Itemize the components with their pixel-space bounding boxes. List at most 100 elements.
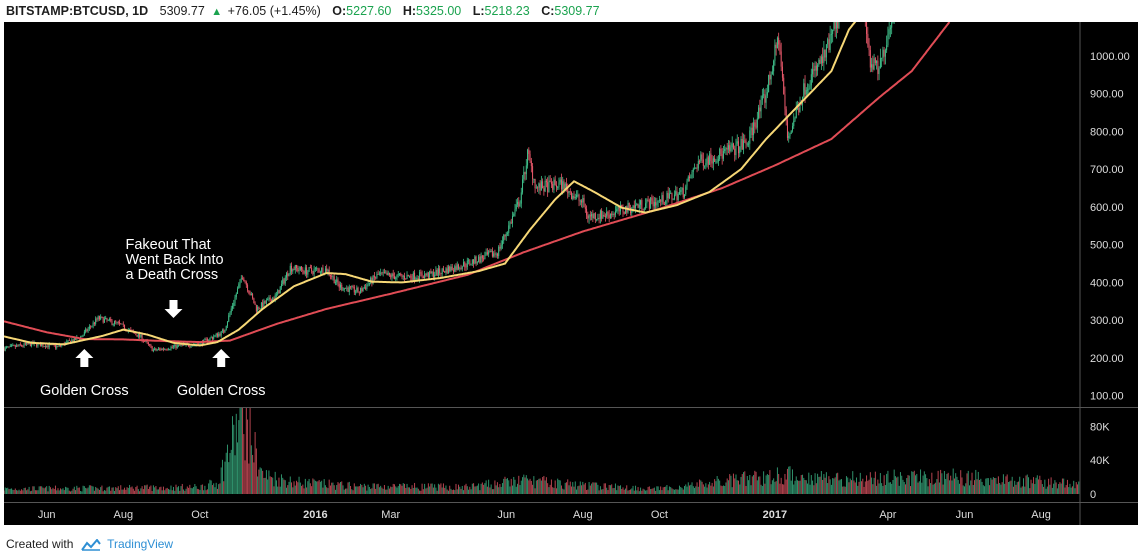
volume-bar [449, 485, 451, 494]
volume-bar [237, 442, 239, 494]
volume-bar [842, 486, 844, 494]
volume-bar [149, 486, 151, 494]
volume-bar [219, 483, 221, 494]
volume-bar [33, 486, 35, 494]
volume-bar [474, 486, 476, 494]
volume-bar [925, 474, 927, 494]
volume-bar [441, 487, 443, 494]
volume-bar [1056, 488, 1058, 494]
candle-body [722, 151, 724, 159]
candle-body [586, 208, 588, 216]
volume-bar [27, 489, 29, 494]
volume-bar [164, 490, 166, 494]
candle-body [415, 278, 417, 280]
candle-body [662, 195, 664, 204]
volume-bar [111, 487, 113, 494]
volume-bar [23, 488, 25, 494]
volume-bar [161, 490, 163, 494]
price-tick-label: 1000.00 [1090, 51, 1130, 63]
volume-bar [287, 485, 289, 494]
volume-bar [357, 486, 359, 494]
tradingview-brand[interactable]: TradingView [107, 537, 174, 551]
volume-bar [810, 475, 812, 494]
volume-bar [156, 489, 158, 494]
volume-bar [612, 488, 614, 494]
candle-body [144, 340, 146, 342]
volume-bar [1059, 482, 1061, 494]
candle-body [593, 213, 595, 219]
volume-bar [735, 474, 737, 494]
candle-body [468, 260, 470, 262]
volume-bar [979, 479, 981, 494]
created-with-label: Created with [6, 537, 74, 551]
volume-bar [480, 483, 482, 494]
volume-bar [1009, 481, 1011, 494]
volume-bar [1006, 474, 1008, 494]
volume-bar [458, 484, 460, 494]
candle-body [72, 340, 74, 342]
candle-body [91, 325, 93, 327]
candle-body [191, 345, 193, 347]
candle-body [298, 270, 300, 272]
time-tick-label: Mar [381, 509, 400, 521]
candle-body [888, 29, 890, 35]
candle-body [61, 344, 63, 346]
candle-body [798, 107, 800, 113]
volume-bar [326, 487, 328, 494]
volume-bar [193, 486, 195, 494]
candle-body [57, 345, 59, 347]
volume-bar [509, 486, 511, 494]
candle-body [781, 66, 783, 78]
candle-body [636, 204, 638, 205]
candle-body [316, 268, 318, 270]
volume-bar [240, 408, 242, 494]
candle-body [604, 216, 606, 218]
volume-bar [488, 479, 490, 494]
footer: Created with TradingView [6, 535, 173, 553]
volume-bar [904, 484, 906, 494]
candle-body [336, 279, 338, 283]
volume-bar [85, 487, 87, 494]
volume-bar [515, 486, 517, 494]
volume-bar [59, 488, 62, 494]
volume-bar [577, 486, 579, 494]
volume-bar [262, 470, 264, 494]
volume-bar [626, 485, 628, 494]
time-tick-label: Jun [497, 509, 515, 521]
volume-bar [573, 486, 575, 494]
volume-bar [239, 408, 241, 494]
candle-body [297, 267, 299, 272]
volume-bar [560, 485, 562, 494]
volume-bar [719, 480, 721, 494]
volume-bar [425, 488, 427, 494]
volume-bar [584, 482, 586, 494]
candle-body [167, 349, 169, 351]
volume-bar [568, 485, 570, 494]
time-axis[interactable]: Jun Aug Oct 2016 Mar Jun Aug Oct 2017 Apr Jun Aug [38, 509, 1051, 521]
volume-bar [861, 481, 863, 494]
candle-body [535, 187, 537, 189]
volume-bar [812, 480, 814, 494]
volume-bar [623, 489, 625, 494]
candle-body [749, 130, 751, 144]
candle-body [499, 246, 501, 249]
volume-bar [506, 478, 508, 494]
volume-bar [628, 490, 630, 494]
price-axis[interactable]: 100.00200.00300.00400.00500.00600.00700.… [1090, 51, 1130, 403]
golden-cross-1-arrow-up-icon [75, 349, 94, 367]
candle-body [504, 235, 506, 237]
candle-body [552, 183, 554, 190]
volume-bar [107, 486, 109, 494]
volume-bar [765, 475, 767, 494]
volume-bar [346, 488, 348, 494]
volume-bar [992, 477, 994, 494]
volume-bar [848, 482, 850, 494]
volume-bar [670, 487, 672, 494]
volume-bar [176, 487, 178, 494]
volume-bar [113, 491, 115, 494]
volume-bar [960, 470, 962, 494]
volume-bar [391, 487, 393, 494]
volume-bar [279, 486, 281, 494]
